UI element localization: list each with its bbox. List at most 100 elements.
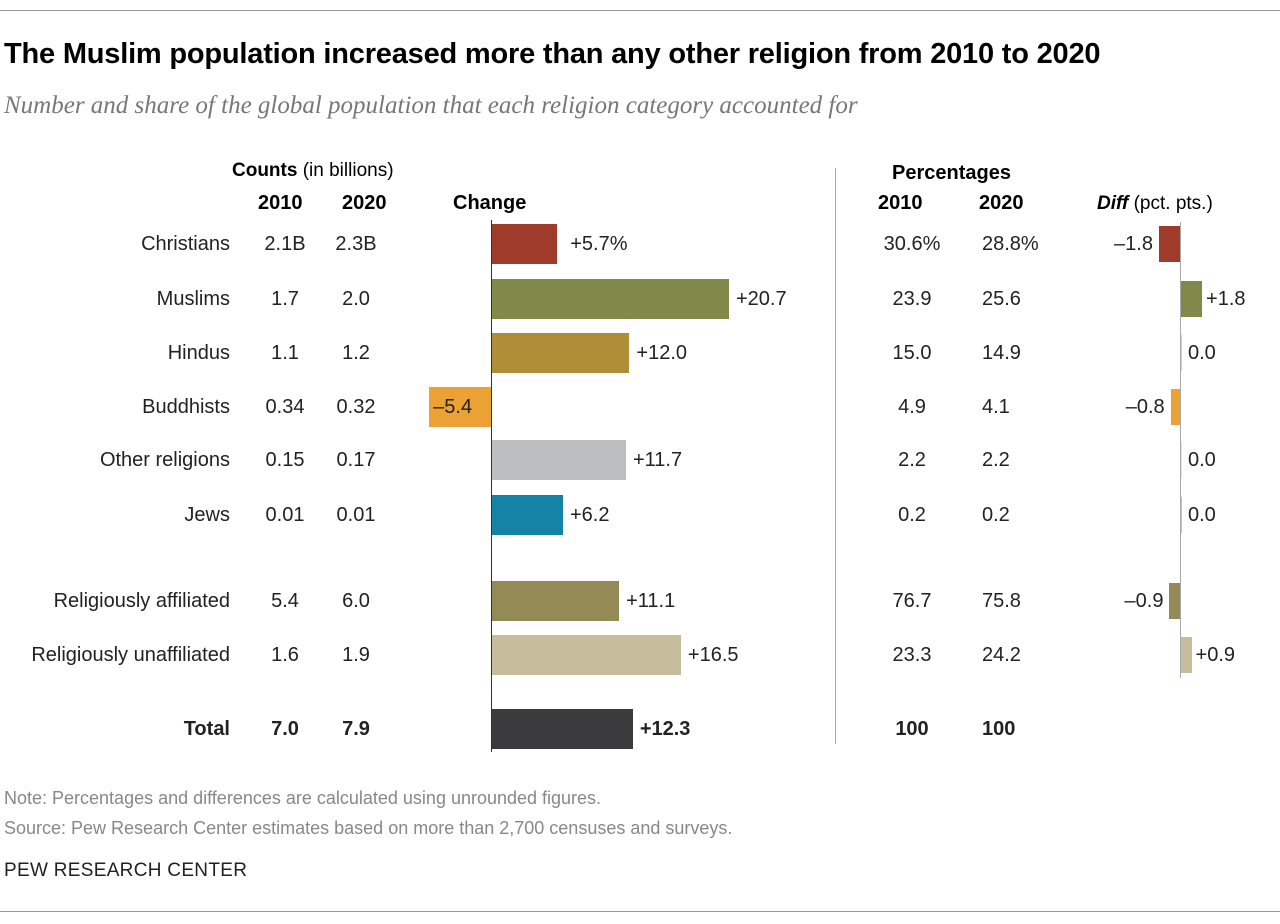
brand: PEW RESEARCH CENTER [4,860,248,881]
diff-label: –1.8 [1114,233,1153,255]
count-2020: 2.0 [342,288,370,310]
pct-2010: 100 [895,718,929,740]
pct-2020: 14.9 [982,342,1021,364]
note: Note: Percentages and differences are ca… [4,788,602,808]
diff-label: +0.9 [1195,644,1235,666]
pct-2020-header: 2020 [979,192,1024,214]
chart-subtitle: Number and share of the global populatio… [4,92,858,119]
row-label: Jews [184,504,230,526]
count-2010: 1.7 [271,288,299,310]
change-label: +16.5 [687,644,739,666]
count-2010: 0.01 [265,504,305,526]
change-label: +12.3 [639,718,691,740]
pct-2010: 23.9 [892,288,932,310]
change-bar [492,224,558,264]
pct-2020: 4.1 [982,396,1010,418]
change-header: Change [453,192,527,214]
pct-2020: 75.8 [982,590,1021,612]
change-label: +6.2 [569,504,610,526]
change-label: +11.1 [626,590,676,612]
count-2020: 2.3B [335,233,377,255]
diff-label: Diff [1097,193,1129,214]
pct-2010: 76.7 [892,590,932,612]
diff-bar [1170,389,1180,425]
count-2020: 7.9 [342,718,370,740]
row-label: Total [183,718,230,740]
pct-2010: 2.2 [898,449,926,471]
diff-bar [1181,335,1182,371]
count-2020: 6.0 [342,590,370,612]
pct-2010: 15.0 [892,342,932,364]
count-2020: 0.01 [336,504,376,526]
change-bar [492,709,633,749]
counts-unit: (in billions) [302,160,394,181]
change-label: +12.0 [636,342,687,364]
diff-label: 0.0 [1188,342,1216,364]
count-2010: 5.4 [271,590,299,612]
diff-bar [1169,583,1180,619]
chart-title: The Muslim population increased more tha… [4,38,1101,70]
pct-2010: 23.3 [892,644,932,666]
pct-2020: 28.8% [982,233,1039,255]
diff-label: –0.8 [1125,396,1165,418]
change-bar [492,581,620,621]
count-2010: 0.34 [265,396,305,418]
count-2020: 1.2 [342,342,370,364]
row-label: Religiously unaffiliated [31,644,230,666]
diff-bar [1181,637,1192,673]
change-bar [492,333,630,373]
row-label: Buddhists [142,396,230,418]
change-label: +11.7 [632,449,683,471]
pct-2020: 100 [982,718,1016,740]
change-bar [429,387,491,427]
bottom-rule [0,911,1280,912]
diff-unit: (pct. pts.) [1133,193,1213,214]
count-2010: 1.1 [271,342,299,364]
change-label: –5.4 [433,396,473,418]
change-label: +5.7% [570,233,628,255]
pct-2010: 0.2 [898,504,926,526]
count-2010: 1.6 [271,644,299,666]
count-2020: 0.17 [336,449,376,471]
diff-bar [1181,497,1182,533]
change-bar [492,495,563,535]
pct-2020: 2.2 [982,449,1010,471]
top-rule [0,10,1280,11]
count-2010: 0.15 [265,449,305,471]
diff-label: –0.9 [1124,590,1164,612]
row-label: Religiously affiliated [53,590,230,612]
pct-2020: 0.2 [982,504,1010,526]
diff-label: 0.0 [1188,504,1216,526]
change-bar [492,279,729,319]
count-2020: 0.32 [336,396,376,418]
change-label: +20.7 [736,288,787,310]
diff-bar [1181,281,1203,317]
section-divider [835,168,836,744]
counts-2010-header: 2010 [258,192,303,214]
diff-header: Diff (pct. pts.) [1097,193,1213,215]
counts-2020-header: 2020 [342,192,387,214]
diff-label: +1.8 [1206,288,1246,310]
pct-2010-header: 2010 [878,192,923,214]
percentages-header: Percentages [892,162,1011,184]
row-label: Hindus [167,342,230,364]
diff-label: 0.0 [1188,449,1216,471]
counts-label: Counts [232,160,298,181]
row-label: Muslims [156,288,230,310]
pct-2010: 4.9 [898,396,926,418]
pct-2020: 25.6 [982,288,1021,310]
diff-zero-axis [1180,222,1181,678]
pct-2020: 24.2 [982,644,1021,666]
pct-2010: 30.6% [883,233,941,255]
count-2010: 2.1B [264,233,306,255]
change-bar [492,440,626,480]
counts-header: Counts (in billions) [232,160,394,182]
count-2020: 1.9 [342,644,370,666]
diff-bar [1158,226,1180,262]
row-label: Christians [141,233,230,255]
diff-bar [1181,442,1182,478]
row-label: Other religions [99,449,230,471]
source: Source: Pew Research Center estimates ba… [4,818,733,838]
change-zero-axis [491,220,492,752]
